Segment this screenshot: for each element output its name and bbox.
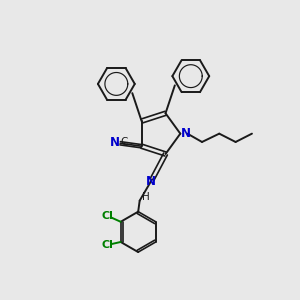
Text: Cl: Cl <box>101 240 113 250</box>
Text: C: C <box>120 137 127 147</box>
Text: H: H <box>142 192 150 202</box>
Text: N: N <box>181 127 191 140</box>
Text: N: N <box>146 175 156 188</box>
Text: N: N <box>110 136 120 148</box>
Text: Cl: Cl <box>101 212 113 221</box>
